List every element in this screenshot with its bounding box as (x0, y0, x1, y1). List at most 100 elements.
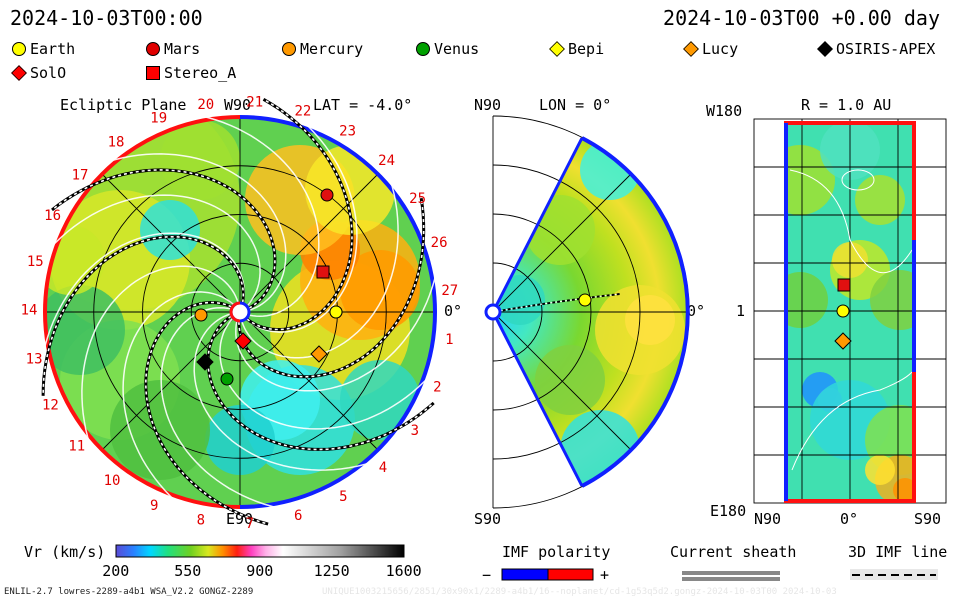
ecliptic-bodies (194, 188, 343, 386)
body-bepi-marker (329, 305, 343, 319)
lat-lon-map-panel (753, 118, 947, 504)
rotation-number: 21 (246, 95, 263, 111)
map-grid (753, 118, 947, 504)
colorbar-tick-label: 550 (174, 562, 202, 580)
rotation-number: 2 (433, 380, 441, 396)
rotation-number: 26 (431, 235, 448, 251)
rotation-number: 1 (445, 332, 453, 348)
rotation-number: 11 (68, 439, 85, 455)
legend-label: Mercury (300, 40, 364, 58)
datetime-left: 2024-10-03T00:00 (10, 6, 203, 30)
ecliptic-lat-label: LAT = -4.0° (313, 96, 413, 114)
legend-item-osiris-apex: OSIRIS-APEX (817, 40, 936, 58)
legend-item-lucy: Lucy (683, 40, 738, 58)
imf-line-symbol (850, 569, 938, 580)
rotation-number: 19 (150, 110, 167, 126)
meridional-right-label: 0° (687, 302, 706, 320)
colorbar-tick-label: 900 (246, 562, 274, 580)
imf-polarity-minus: − (482, 566, 492, 584)
rotation-number: 25 (409, 191, 426, 207)
rotation-number: 13 (26, 351, 43, 367)
imf-polarity-plus: + (600, 566, 610, 584)
ecliptic-top-label: W90 (224, 96, 252, 114)
rotation-number: 15 (27, 254, 44, 270)
imf-polarity-bar (501, 568, 594, 581)
current-sheath-symbol (682, 571, 780, 581)
model-info: ENLIL-2.7 lowres-2289-a4b1 WSA_V2.2 GONG… (4, 587, 254, 597)
map-top-left: W180 (706, 102, 743, 120)
imf-polarity-label: IMF polarity (502, 543, 611, 561)
meridional-imf-line (492, 293, 621, 313)
map-xtick-s90: S90 (914, 510, 942, 528)
ecliptic-right-label: 0° (444, 302, 463, 320)
legend-item-stereo-a: Stereo_A (146, 64, 236, 82)
run-id: UNIQUE1003215656/2851/30x90x1/2289-a4b1/… (322, 587, 837, 597)
ecliptic-bottom-label: E90 (226, 510, 254, 528)
legend-item-solo: SolO (11, 64, 66, 82)
colorbar-label: Vr (km/s) (24, 543, 106, 561)
legend-label: Venus (434, 40, 480, 58)
colorbar-tick-label: 200 (102, 562, 130, 580)
legend-label: Bepi (568, 40, 605, 58)
map-lucy-marker (834, 332, 852, 350)
legend-item-bepi: Bepi (549, 40, 605, 58)
map-xtick-n90: N90 (754, 510, 782, 528)
legend-label: OSIRIS-APEX (836, 40, 936, 58)
rotation-number: 14 (21, 303, 38, 319)
rotation-number: 7 (246, 516, 254, 532)
legend-label: Stereo_A (164, 64, 237, 82)
imf-line-label: 3D IMF line (848, 543, 948, 561)
map-bottom-left: E180 (710, 502, 747, 520)
body-stereo-a-marker (316, 265, 330, 279)
rotation-number: 27 (441, 283, 458, 299)
ecliptic-title: Ecliptic Plane (60, 96, 187, 114)
rotation-number: 3 (411, 423, 419, 439)
map-stereo-a-marker (837, 278, 851, 292)
map-r-label: R = 1.0 AU (801, 96, 892, 114)
rotation-number: 9 (150, 498, 158, 514)
meridional-sun-icon (484, 303, 502, 321)
body-osiris-apex-marker (196, 353, 214, 371)
rotation-number: 16 (44, 208, 61, 224)
rotation-number: 4 (379, 460, 387, 476)
rotation-number: 17 (72, 168, 89, 184)
meridional-panel (484, 115, 690, 509)
circle-marker-icon (416, 42, 430, 56)
rotation-number: 20 (197, 97, 214, 113)
polarity-ring-positive (43, 115, 241, 509)
body-mercury-marker (194, 308, 208, 322)
map-xtick-0: 0° (840, 510, 859, 528)
body-mars-marker (320, 188, 334, 202)
datetime-right: 2024-10-03T00 +0.00 day (663, 6, 940, 30)
legend-item-venus: Venus (416, 40, 479, 58)
meridional-earth-marker (578, 293, 592, 307)
meridional-polarity-arc (581, 136, 690, 488)
velocity-colorbar (115, 544, 405, 558)
circle-marker-icon (12, 42, 26, 56)
legend-item-mars: Mars (146, 40, 200, 58)
body-solo-marker (234, 332, 252, 350)
circle-marker-icon (282, 42, 296, 56)
meridional-bottom-left: S90 (474, 510, 502, 528)
rotation-number: 23 (339, 124, 356, 140)
legend-label: Earth (30, 40, 76, 58)
rotation-number: 22 (294, 104, 311, 120)
rotation-number: 18 (108, 134, 125, 150)
colorbar-tick-label: 1250 (313, 562, 350, 580)
rotation-number: 6 (294, 508, 302, 524)
map-mid-left: 1 (736, 302, 746, 320)
meridional-lon-label: LON = 0° (539, 96, 612, 114)
legend-item-mercury: Mercury (282, 40, 363, 58)
body-venus-marker (220, 372, 234, 386)
legend-label: Mars (164, 40, 201, 58)
rotation-number: 10 (104, 473, 121, 489)
meridional-top-left: N90 (474, 96, 502, 114)
current-sheath-label: Current sheath (670, 543, 797, 561)
map-polarity-border (784, 121, 916, 503)
rotation-number: 8 (197, 512, 205, 528)
map-earth-marker (836, 304, 850, 318)
rotation-number: 24 (378, 153, 395, 169)
